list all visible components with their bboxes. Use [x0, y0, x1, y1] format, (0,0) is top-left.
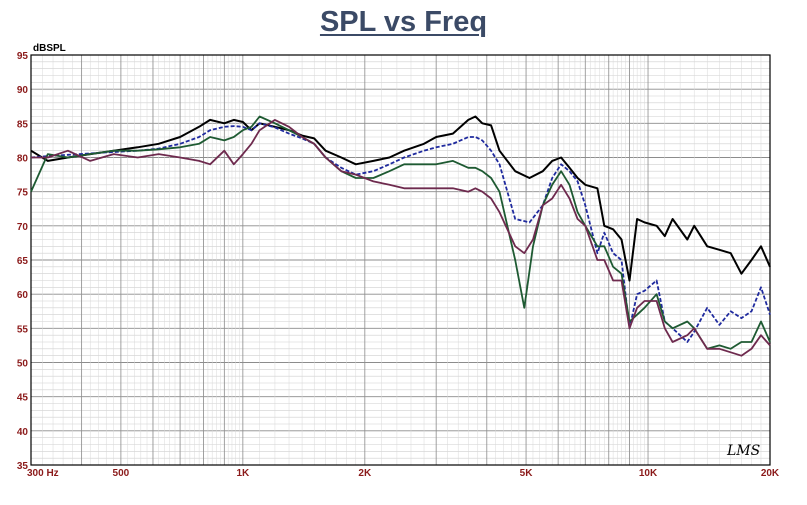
y-tick-label: 50 [17, 359, 29, 370]
y-tick-label: 55 [17, 324, 29, 335]
x-tick-label: 5K [520, 468, 534, 479]
y-tick-label: 95 [17, 51, 29, 62]
chart-title: SPL vs Freq [319, 6, 488, 38]
y-tick-label: 60 [17, 290, 29, 301]
x-tick-label: 1K [236, 468, 250, 479]
lms-watermark: LMS [726, 443, 760, 459]
y-tick-label: 85 [17, 119, 29, 130]
grid-lines [30, 54, 771, 466]
y-tick-label: 40 [17, 427, 29, 438]
y-tick-label: 80 [17, 154, 29, 165]
y-tick-label: 35 [17, 461, 29, 472]
y-tick-label: 70 [17, 222, 29, 233]
x-tick-label: 10K [639, 468, 658, 479]
x-tick-label: 20K [761, 468, 780, 479]
y-tick-label: 45 [17, 393, 29, 404]
series-lines [30, 115, 771, 357]
series-line-3 [30, 115, 771, 350]
y-tick-label: 90 [17, 85, 29, 96]
series-line-1 [30, 115, 771, 282]
plot-frame [30, 54, 771, 466]
x-tick-label: 500 [113, 468, 130, 479]
y-tick-label: 65 [17, 256, 29, 267]
y-tick-label: 75 [17, 188, 29, 199]
x-tick-label: 2K [358, 468, 372, 479]
y-tick-labels: 35 40 45 50 55 60 65 70 75 80 85 90 95 [17, 51, 29, 472]
y-axis-label: dBSPL [33, 43, 66, 54]
x-tick-label: 300 Hz [27, 468, 59, 479]
series-line-4 [31, 119, 771, 357]
x-tick-labels: 300 Hz 500 1K 2K 5K 10K 20K [27, 468, 780, 479]
